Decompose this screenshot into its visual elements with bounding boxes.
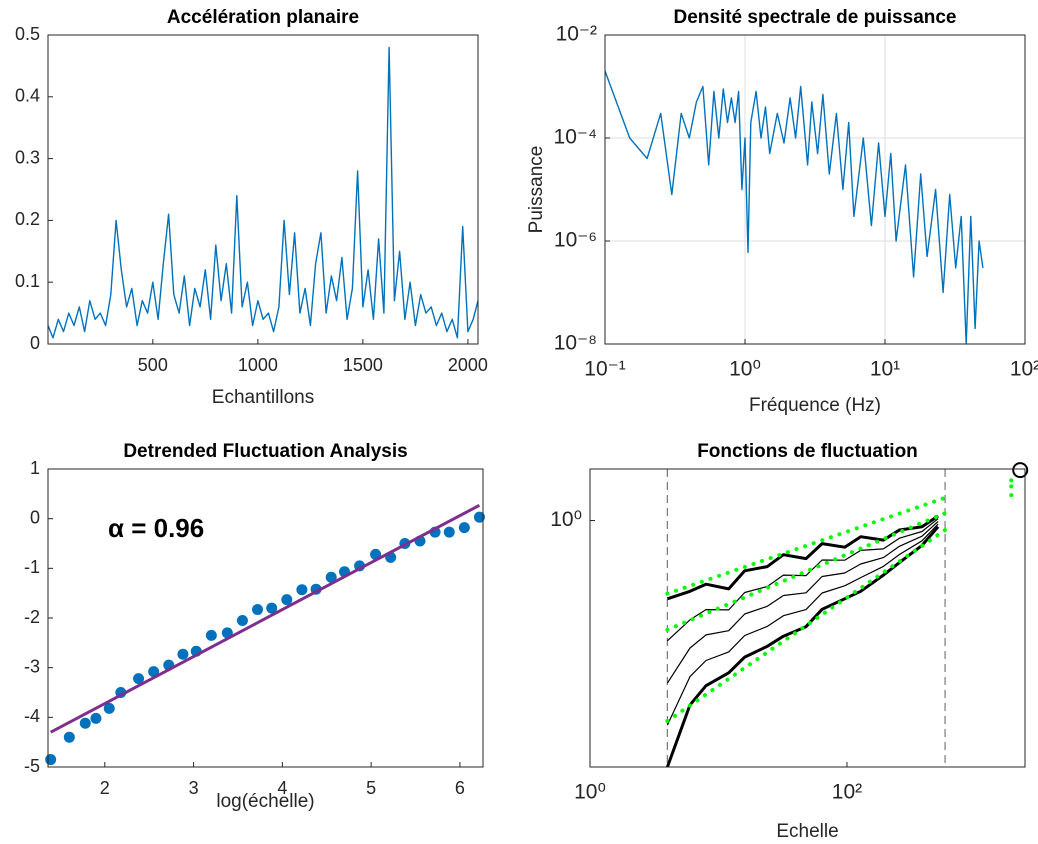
fit-line [49, 503, 481, 734]
x-tick-label: 3 [189, 778, 199, 798]
axes-box [47, 34, 479, 345]
y-tick-label: 0.3 [15, 147, 40, 167]
y-tick-label: -5 [24, 756, 40, 776]
data-point [103, 702, 115, 714]
data-point [473, 511, 485, 523]
x-axis-label: log(échelle) [216, 791, 314, 812]
y-tick-label: -4 [24, 706, 40, 726]
data-point [236, 614, 248, 626]
x-tick-label: 500 [138, 355, 168, 375]
chart-title: Accélération planaire [167, 7, 359, 28]
chart-title: Fonctions de fluctuation [697, 441, 918, 462]
fit-line [665, 495, 948, 596]
x-tick-label: 2000 [448, 355, 488, 375]
data-point [266, 602, 278, 614]
data-point [281, 594, 293, 606]
y-tick-label: 10⁻² [556, 23, 597, 46]
x-tick-label: 10⁰ [574, 781, 606, 804]
chart-title: Densité spectrale de puissance [673, 7, 956, 28]
y-tick-label: 0.1 [15, 271, 40, 291]
y-tick-label: 10⁻⁴ [554, 126, 597, 149]
x-tick-label: 2 [100, 778, 110, 798]
marker [1009, 484, 1014, 489]
axes-box [47, 468, 484, 768]
axes-box [589, 468, 1026, 768]
y-tick-label: -1 [24, 557, 40, 577]
data-point [296, 584, 308, 596]
x-tick-label: 6 [455, 778, 465, 798]
y-tick-label: -3 [24, 656, 40, 676]
data-point [45, 754, 57, 766]
x-tick-label: 10² [832, 781, 862, 804]
fluctuation-line [666, 518, 939, 642]
fluctuation-line [666, 520, 939, 684]
data-point [443, 526, 455, 538]
y-axis-label: Puissance [526, 146, 547, 234]
y-tick-label: 0 [30, 507, 40, 527]
marker [1009, 478, 1014, 483]
plot-area [590, 469, 1025, 767]
x-axis-label: Echantillons [212, 387, 314, 408]
highlight-marker [1012, 462, 1029, 479]
y-tick-label: 0.4 [15, 86, 40, 106]
fit-line [665, 528, 948, 723]
y-tick-label: 10⁻⁶ [554, 229, 597, 252]
y-tick-label: 0.5 [15, 24, 40, 44]
x-tick-label: 5 [366, 778, 376, 798]
data-point [458, 522, 470, 534]
plot-area [48, 35, 478, 344]
y-tick-label: -2 [24, 607, 40, 627]
data-point [177, 648, 189, 660]
x-tick-label: 10² [1010, 358, 1038, 381]
x-tick-label: 10¹ [870, 358, 900, 381]
y-tick-label: 10⁻⁸ [554, 332, 597, 355]
data-point [252, 604, 264, 616]
x-tick-label: 4 [277, 778, 287, 798]
y-tick-label: 1 [30, 458, 40, 478]
y-tick-label: 10⁰ [550, 508, 582, 531]
data-point [148, 666, 160, 678]
data-point [325, 571, 337, 583]
data-point [90, 712, 102, 724]
data-line [47, 46, 479, 339]
x-axis-label: Fréquence (Hz) [749, 395, 881, 416]
axes-box [604, 34, 1026, 345]
marker [1009, 493, 1014, 498]
data-point [63, 731, 75, 743]
x-tick-label: 10⁰ [729, 358, 761, 381]
x-tick-label: 1000 [238, 355, 278, 375]
chart-title: Detrended Fluctuation Analysis [123, 441, 407, 462]
data-point [79, 717, 91, 729]
annotation: α = 0.96 [108, 513, 204, 543]
data-point [133, 673, 145, 685]
x-tick-label: 1500 [343, 355, 383, 375]
data-point [205, 629, 217, 641]
x-axis-label: Echelle [776, 821, 838, 842]
x-tick-label: 10⁻¹ [584, 358, 625, 381]
y-tick-label: 0 [30, 333, 40, 353]
y-tick-label: 0.2 [15, 209, 40, 229]
plot-area [605, 35, 1025, 344]
data-line [604, 70, 984, 345]
fluctuation-line [666, 523, 939, 726]
